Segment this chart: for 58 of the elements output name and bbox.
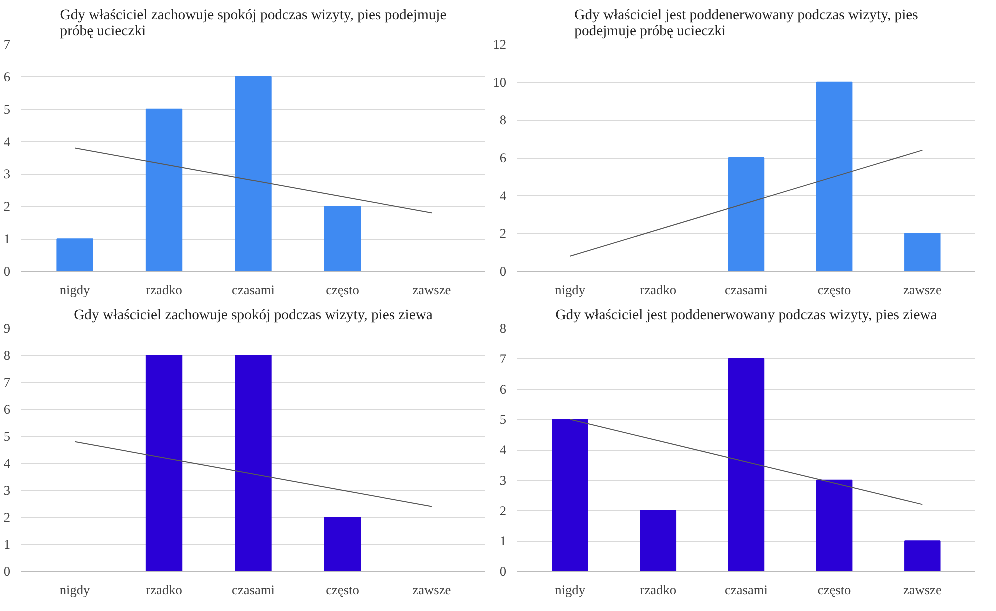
y-tick-label: 3 (4, 166, 11, 182)
y-tick-label: 3 (4, 483, 11, 498)
x-tick-label: zawsze (412, 282, 452, 298)
y-tick-label: 5 (4, 102, 11, 117)
x-tick-label: nigdy (60, 582, 91, 598)
x-tick-label: zawsze (412, 582, 452, 598)
y-tick-label: 4 (4, 456, 11, 471)
x-tick-label: zawsze (903, 282, 942, 298)
x-tick-label: nigdy (555, 582, 586, 598)
x-tick-label: nigdy (60, 282, 91, 298)
y-tick-label: 2 (500, 226, 507, 242)
y-tick-label: 2 (500, 503, 507, 518)
y-tick-label: 4 (4, 134, 11, 150)
y-tick-label: 8 (500, 321, 507, 336)
x-tick-label: czasami (232, 582, 276, 598)
y-tick-label: 1 (500, 534, 507, 549)
y-tick-label: 8 (4, 348, 11, 363)
x-tick-label: zawsze (903, 582, 942, 598)
y-tick-label: 0 (500, 564, 507, 579)
chart-title: Gdy właściciel zachowuje spokój podczas wizyty, pies podejmuje próbę ucieczki (60, 8, 447, 40)
y-tick-label: 2 (4, 510, 11, 525)
x-tick-label: rzadko (640, 282, 677, 298)
x-tick-label: nigdy (555, 282, 586, 298)
chart-title: Gdy właściciel jest poddenerwowany podczas wizyty, pies podejmuje próbę ucieczki (574, 8, 919, 40)
x-tick-label: rzadko (146, 582, 183, 598)
y-tick-label: 1 (4, 232, 11, 247)
y-tick-label: 6 (4, 402, 11, 417)
x-tick-label: czasami (232, 282, 276, 298)
y-tick-label: 7 (4, 375, 11, 390)
y-tick-label: 1 (4, 537, 11, 552)
y-tick-label: 0 (500, 264, 507, 279)
chart-title: Gdy właściciel zachowuje spokój podczas wizyty, pies ziewa (74, 308, 434, 324)
x-tick-label: często (326, 582, 360, 598)
x-tick-label: często (818, 282, 852, 298)
y-tick-label: 4 (500, 188, 507, 204)
y-tick-label: 4 (500, 442, 507, 458)
y-tick-label: 7 (500, 351, 507, 366)
y-tick-label: 0 (4, 564, 11, 579)
y-tick-label: 12 (493, 37, 506, 52)
x-tick-label: czasami (725, 582, 768, 598)
y-tick-label: 2 (4, 199, 11, 214)
y-tick-label: 9 (4, 321, 11, 336)
y-tick-label: 8 (500, 112, 507, 128)
y-tick-label: 6 (4, 69, 11, 84)
y-tick-label: 6 (500, 382, 507, 397)
y-tick-label: 6 (500, 150, 507, 166)
y-tick-label: 5 (4, 429, 11, 444)
x-tick-label: czasami (725, 282, 768, 298)
y-tick-label: 7 (4, 37, 11, 52)
chart-title: Gdy właściciel jest poddenerwowany podczas wizyty, pies ziewa (556, 308, 938, 324)
y-tick-label: 10 (493, 74, 507, 90)
x-tick-label: rzadko (146, 282, 183, 298)
y-tick-label: 5 (500, 412, 507, 428)
x-tick-label: często (326, 282, 360, 298)
x-tick-label: rzadko (640, 582, 677, 598)
y-tick-label: 3 (500, 472, 507, 488)
x-tick-label: często (818, 582, 852, 598)
y-tick-label: 0 (4, 264, 11, 279)
